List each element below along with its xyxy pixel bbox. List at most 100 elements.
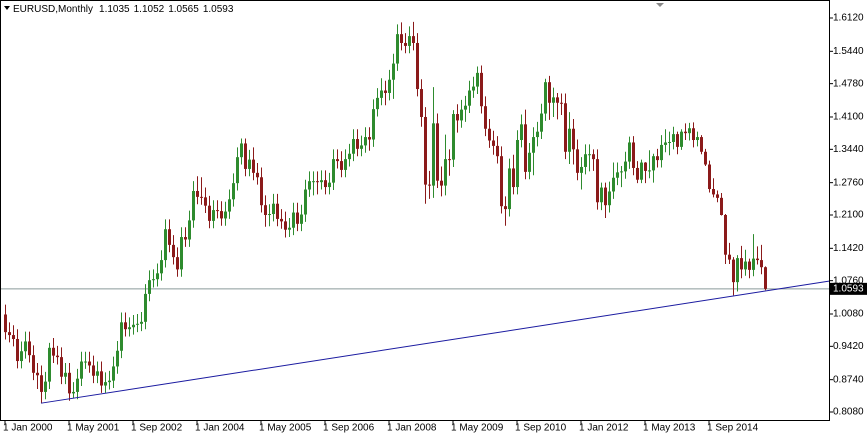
candle-body <box>384 90 387 93</box>
candle-body <box>324 180 327 188</box>
candle-body <box>280 218 283 222</box>
y-tick-label: 1.5440 <box>833 46 864 57</box>
plot-frame <box>0 0 830 421</box>
candle-body <box>240 143 243 158</box>
candle-body <box>156 273 159 280</box>
candle-body <box>80 361 83 379</box>
candle-body <box>412 36 415 43</box>
candle-body <box>456 114 459 121</box>
candle-body <box>744 261 747 270</box>
candle-body <box>480 72 483 107</box>
candle-body <box>408 36 411 46</box>
candle-body <box>128 327 131 330</box>
candle-body <box>132 324 135 328</box>
y-tick-label: 1.0080 <box>833 309 864 320</box>
candle-body <box>392 63 395 80</box>
header-arrow <box>4 6 10 10</box>
candle-body <box>588 154 591 156</box>
candle-body <box>124 322 127 330</box>
header-open: 1.1035 <box>99 4 130 15</box>
candle-body <box>316 181 319 183</box>
candle-body <box>488 128 491 141</box>
candle-body <box>444 159 447 186</box>
candle-body <box>500 156 503 207</box>
candle-body <box>108 380 111 383</box>
candle-body <box>672 134 675 142</box>
candle-body <box>752 258 755 270</box>
candle-body <box>176 257 179 270</box>
candle-body <box>116 350 119 367</box>
candle-body <box>380 90 383 98</box>
y-tick-label: 1.3440 <box>833 144 864 155</box>
x-tick-label: 1 May 2001 <box>67 423 120 434</box>
candle-body <box>532 137 535 153</box>
candle-body <box>748 261 751 270</box>
y-tick-label: 1.2100 <box>833 210 864 221</box>
candle-body <box>596 159 599 203</box>
candle-body <box>148 280 151 294</box>
candle-body <box>648 170 651 172</box>
y-tick-label: 0.9420 <box>833 341 864 352</box>
candle-body <box>616 172 619 178</box>
candle-body <box>16 338 19 362</box>
candle-body <box>404 42 407 46</box>
candle-body <box>700 137 703 152</box>
candle-body <box>428 184 431 186</box>
candle-body <box>684 131 687 134</box>
candle-body <box>544 82 547 114</box>
candle-body <box>68 372 71 394</box>
candle-body <box>608 191 611 206</box>
candle-body <box>692 128 695 141</box>
candle-body <box>44 381 47 392</box>
candle-body <box>348 153 351 160</box>
candle-body <box>624 161 627 172</box>
candle-body <box>308 181 311 190</box>
candle-body <box>164 229 167 261</box>
candle-body <box>652 156 655 171</box>
candle-body <box>112 366 115 381</box>
candle-body <box>252 159 255 173</box>
candle-body <box>360 145 363 149</box>
candle-body <box>76 378 79 392</box>
candle-body <box>328 182 331 188</box>
candle-body <box>520 124 523 141</box>
candle-body <box>468 90 471 106</box>
candle-body <box>172 244 175 258</box>
y-tick-label: 1.4780 <box>833 78 864 89</box>
candle-body <box>484 106 487 129</box>
price-label: 1.0593 <box>833 283 864 294</box>
candle-body <box>764 267 767 289</box>
candle-body <box>708 164 711 190</box>
candle-body <box>728 254 731 260</box>
candle-body <box>424 116 427 185</box>
candle-body <box>92 365 95 376</box>
candle-body <box>232 183 235 200</box>
candle-body <box>612 177 615 192</box>
candle-body <box>536 131 539 138</box>
candle-body <box>368 137 371 140</box>
candle-body <box>284 221 287 230</box>
x-tick-label: 1 May 2009 <box>451 423 504 434</box>
candle-body <box>492 140 495 146</box>
candle-body <box>220 211 223 219</box>
candle-body <box>4 314 7 333</box>
y-tick-label: 1.1420 <box>833 243 864 254</box>
x-tick-label: 1 Sep 2010 <box>515 423 567 434</box>
candle-body <box>572 128 575 150</box>
candle-body <box>576 149 579 173</box>
candle-body <box>12 335 15 339</box>
x-tick-label: 1 May 2013 <box>643 423 696 434</box>
y-tick-label: 1.4100 <box>833 112 864 123</box>
plot-area <box>1 21 830 404</box>
candle-body <box>192 190 195 221</box>
candle-body <box>724 214 727 255</box>
candle-body <box>304 189 307 215</box>
candle-body <box>292 212 295 228</box>
candle-body <box>204 197 207 206</box>
candle-body <box>184 237 187 240</box>
shift-marker <box>656 3 664 7</box>
y-tick-label: 1.0760 <box>833 275 864 286</box>
candle-body <box>448 159 451 161</box>
